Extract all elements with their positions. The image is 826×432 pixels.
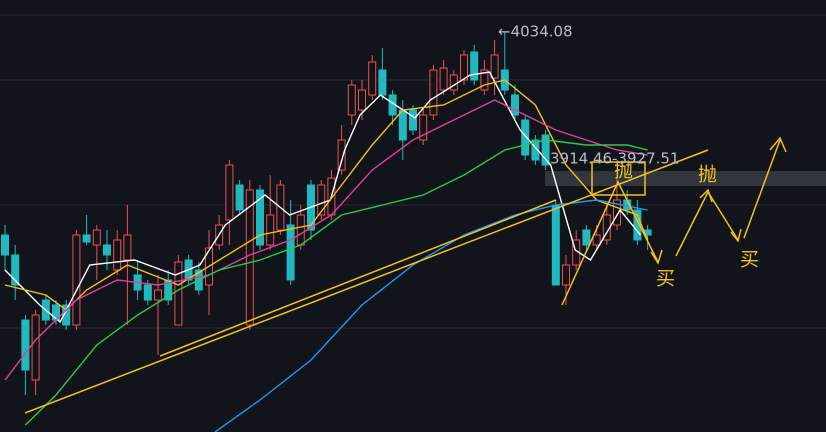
candle-body: [398, 109, 407, 141]
candle-body: [378, 69, 387, 96]
candle-body: [347, 84, 356, 116]
candle-body: [317, 184, 326, 216]
moving-average-line: [214, 199, 648, 432]
signal-label: 抛: [614, 160, 633, 182]
arrow-head: [650, 249, 663, 265]
candle-body: [143, 284, 152, 301]
candle-body: [531, 139, 540, 161]
arrow-head: [769, 136, 787, 153]
range-label: 3914.46-3927.51: [550, 150, 679, 168]
candle-body: [358, 89, 366, 111]
arrow-path: [561, 180, 659, 306]
candle-body: [103, 244, 111, 256]
candle-body: [235, 184, 244, 211]
signal-label: 抛: [698, 164, 717, 186]
candle-body: [225, 164, 234, 221]
candle-body: [92, 229, 101, 246]
candle-body: [592, 234, 601, 246]
highlight-box: [591, 161, 646, 196]
candle-body: [551, 204, 560, 286]
candle-body: [154, 289, 162, 301]
signal-label: 买: [656, 268, 675, 290]
high-label: ←4034.08: [498, 23, 573, 41]
trend-line: [24, 149, 709, 414]
candle-body: [266, 214, 275, 246]
candle-body: [562, 264, 570, 286]
arrow-path: [743, 139, 781, 239]
signal-label: 买: [740, 249, 759, 271]
grid: [0, 14, 826, 329]
candle-body: [286, 224, 295, 281]
candle-body: [1, 234, 9, 256]
candle-body: [245, 189, 254, 326]
candle-body: [11, 254, 20, 286]
arrow-head: [730, 228, 742, 243]
candle-body: [368, 61, 377, 96]
candle-body: [613, 199, 621, 226]
candle-body: [419, 114, 428, 141]
candle-body: [480, 69, 489, 91]
arrow-head: [699, 188, 713, 203]
candle-body: [62, 304, 71, 326]
moving-average-line: [4, 79, 649, 311]
candle-body: [470, 51, 479, 81]
candle-body: [72, 234, 81, 326]
candle-body: [296, 214, 305, 246]
moving-average-line: [24, 139, 648, 426]
candle-body: [460, 54, 468, 81]
candle-body: [582, 229, 591, 246]
candle-body: [164, 279, 173, 301]
candle-body: [82, 234, 91, 243]
candle-body: [113, 239, 122, 271]
annotations: [24, 136, 787, 414]
trend-line: [159, 199, 557, 357]
candle-body: [337, 139, 346, 171]
candle-body: [21, 319, 30, 371]
candle-body: [521, 119, 530, 156]
moving-average-line: [4, 71, 642, 324]
moving-average-line: [4, 99, 648, 381]
candle-body: [256, 189, 264, 246]
candle-body: [409, 109, 417, 131]
price-band: [545, 171, 826, 186]
candle-body: [439, 67, 448, 91]
candle-body: [541, 134, 550, 166]
candle-body: [511, 94, 519, 116]
plot: [1, 32, 652, 432]
candle-body: [174, 261, 183, 326]
candle-body: [429, 69, 438, 116]
candle-body: [490, 54, 499, 79]
candle-body: [449, 74, 458, 91]
candle-body: [31, 314, 40, 381]
candle-body: [123, 234, 132, 261]
